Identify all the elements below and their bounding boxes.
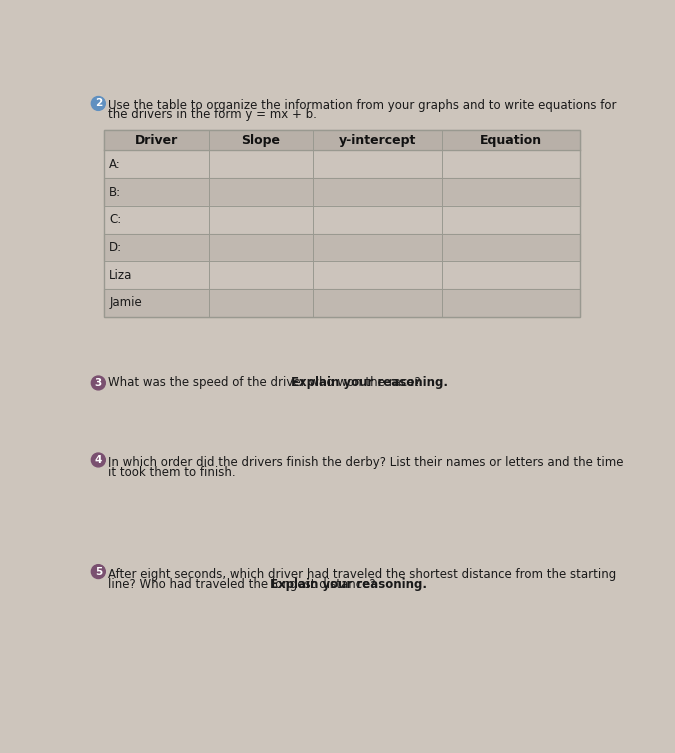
Text: Liza: Liza [109,269,132,282]
Circle shape [91,376,105,390]
Text: What was the speed of the driver who won the race?: What was the speed of the driver who won… [109,376,425,389]
Bar [104,289,580,317]
Text: Driver: Driver [134,134,178,147]
Text: In which order did the drivers finish the derby? List their names or letters and: In which order did the drivers finish th… [109,456,624,469]
Text: Explain your reasoning.: Explain your reasoning. [291,376,448,389]
Text: B:: B: [109,185,122,199]
Text: D:: D: [109,241,122,254]
Bar [104,261,580,289]
Text: A:: A: [109,158,121,171]
Bar [104,130,580,317]
Bar [104,206,580,233]
Bar [104,130,580,151]
Bar [104,233,580,261]
Text: Use the table to organize the information from your graphs and to write equation: Use the table to organize the informatio… [109,99,617,112]
Text: line? Who had traveled the longest distance?: line? Who had traveled the longest dista… [109,578,380,591]
Circle shape [91,453,105,467]
Text: 2: 2 [95,99,102,108]
Text: it took them to finish.: it took them to finish. [109,466,236,479]
Text: y-intercept: y-intercept [339,134,416,147]
Text: Slope: Slope [242,134,281,147]
Text: After eight seconds, which driver had traveled the shortest distance from the st: After eight seconds, which driver had tr… [109,568,617,581]
Text: Jamie: Jamie [109,297,142,309]
Text: C:: C: [109,213,122,226]
Text: Equation: Equation [480,134,542,147]
Text: 4: 4 [95,455,102,465]
Text: the drivers in the form y = mx + b.: the drivers in the form y = mx + b. [109,108,317,121]
Bar [104,151,580,178]
Circle shape [91,96,105,111]
Text: 3: 3 [95,378,102,388]
Bar [104,178,580,206]
Text: 5: 5 [95,566,102,577]
Circle shape [91,565,105,578]
Text: Explain your reasoning.: Explain your reasoning. [269,578,427,591]
